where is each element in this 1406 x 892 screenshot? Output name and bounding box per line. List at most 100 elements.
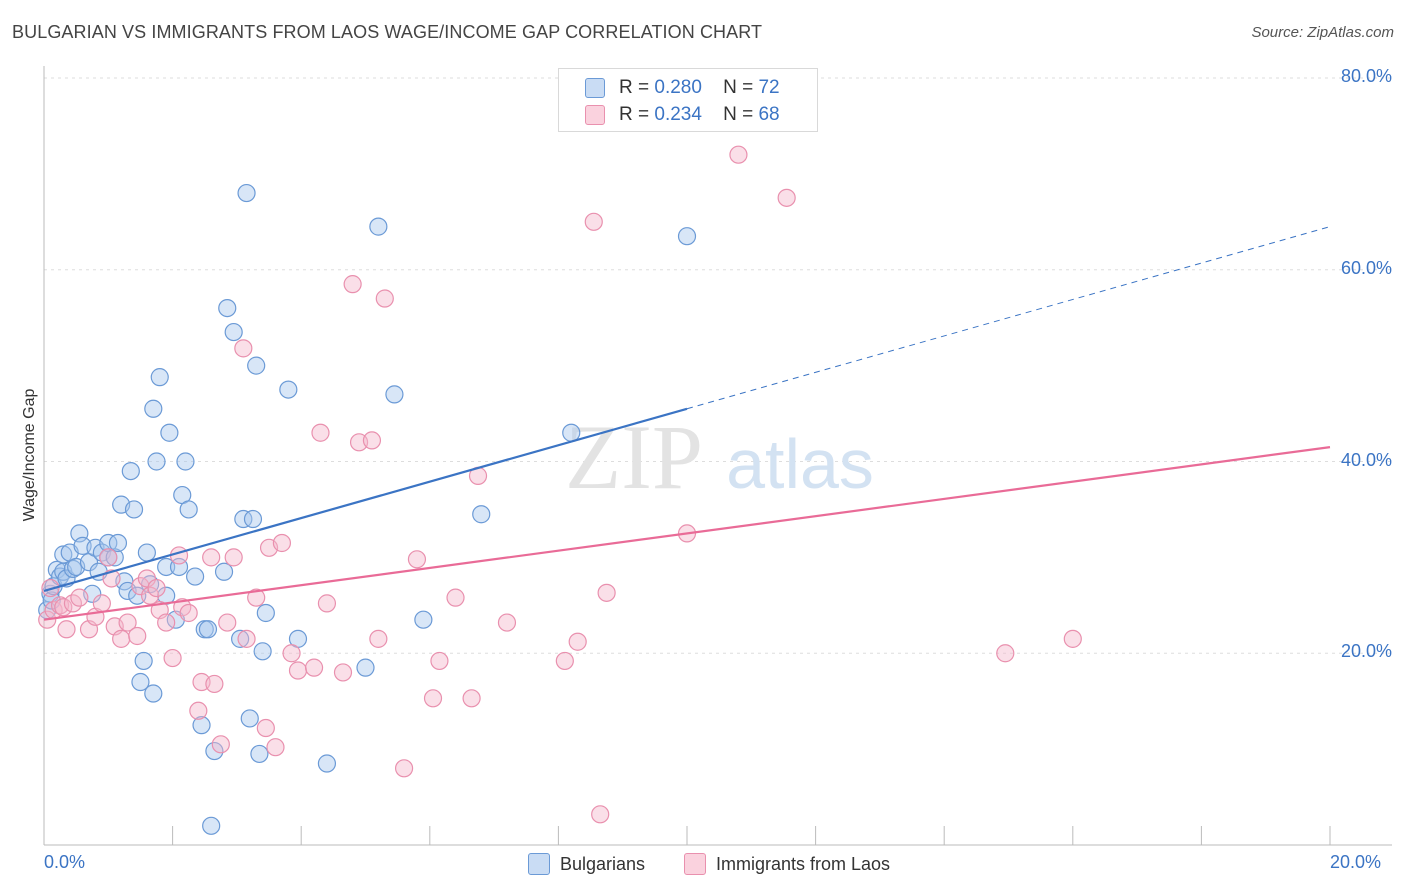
laos-point (288, 661, 308, 680)
bulgarians-point (128, 586, 147, 605)
bulgarians-point (243, 509, 263, 529)
source-label: Source: ZipAtlas.com (1251, 24, 1394, 41)
laos-point (54, 598, 73, 617)
y-tick-label: 40.0% (1340, 449, 1392, 470)
laos-point (333, 663, 353, 682)
laos-point (247, 588, 266, 607)
laos-point (256, 718, 275, 738)
bulgarians-point (414, 610, 433, 629)
laos-point (591, 805, 610, 824)
bulgarians-trend-extension (686, 226, 1331, 410)
bulgarians-point (250, 744, 269, 764)
laos-point (568, 632, 587, 651)
laos-point (57, 620, 76, 639)
laos-point (266, 738, 285, 757)
laos-point (311, 423, 330, 442)
bulgarians-point (214, 562, 234, 581)
bulgarians-point (160, 423, 179, 442)
laos-point (423, 689, 443, 708)
zipatlas-watermark: ZIP atlas (565, 406, 874, 508)
bulgarians-point (176, 452, 195, 471)
laos-point (462, 689, 481, 708)
stats-n-label: N = (723, 104, 754, 125)
laos-point (157, 613, 176, 632)
bulgarians-point (108, 533, 128, 553)
laos-point (137, 569, 156, 588)
laos-point (118, 613, 137, 632)
laos-point (1063, 629, 1082, 648)
y-tick-label: 60.0% (1340, 257, 1392, 278)
bulgarians-point (198, 620, 218, 639)
bulgarians-point (121, 461, 140, 481)
watermark-atlas: atlas (726, 425, 874, 503)
laos-point (189, 701, 208, 720)
watermark-zip: ZIP (565, 406, 703, 508)
bulgarians-point (472, 505, 491, 524)
bulgarians-point (147, 452, 166, 471)
bulgarians-point (247, 356, 266, 375)
legend-label-laos: Immigrants from Laos (716, 854, 891, 874)
y-tick-label: 20.0% (1340, 641, 1392, 662)
stats-n-value-bulgarians: 72 (758, 77, 780, 98)
bulgarians-point (150, 368, 169, 387)
stats-n-label: N = (723, 77, 754, 98)
legend-swatch-laos (684, 853, 706, 875)
laos-point (128, 626, 147, 646)
bulgarians-point (205, 741, 224, 761)
stats-r-value-bulgarians: 0.280 (654, 77, 702, 98)
laos-point (218, 613, 237, 632)
laos-point (362, 431, 382, 450)
x-tick-max: 20.0% (1330, 852, 1382, 872)
laos-point (497, 613, 517, 632)
bulgarians-point (63, 559, 83, 578)
laos-point (584, 212, 603, 231)
stats-swatch-bulgarians (585, 78, 605, 98)
laos-point (147, 578, 166, 598)
bulgarians-point (237, 183, 256, 203)
bulgarians-point (677, 227, 697, 246)
laos-point (102, 569, 121, 588)
laos-point (205, 674, 224, 694)
laos-point (202, 548, 221, 567)
bulgarians-point (385, 385, 404, 404)
bulgarians-point (234, 509, 253, 529)
bulgarians-point (369, 217, 388, 236)
laos-point (430, 651, 449, 671)
laos-point (407, 550, 427, 569)
legend-swatch-bulgarians (528, 853, 550, 875)
bulgarians-point (144, 684, 163, 703)
laos-point (343, 275, 362, 294)
bulgarians-point (356, 658, 375, 677)
bulgarians-point (231, 629, 250, 648)
bulgarians-point (179, 500, 198, 519)
y-tick-label: 80.0% (1340, 66, 1392, 86)
bulgarians-point (218, 299, 237, 318)
bulgarians-point (317, 754, 337, 773)
laos-point (597, 583, 616, 602)
laos-point (304, 658, 324, 677)
bulgarians-point (186, 567, 205, 586)
laos-point (729, 145, 748, 164)
laos-point (99, 548, 118, 567)
laos-point (375, 289, 394, 308)
laos-point (777, 188, 796, 207)
bulgarians-point (131, 672, 150, 692)
laos-point (996, 644, 1015, 663)
legend-label-bulgarians: Bulgarians (560, 854, 646, 874)
laos-point (211, 735, 230, 754)
laos-point (394, 759, 414, 778)
laos-point (92, 594, 111, 613)
laos-point (70, 588, 89, 607)
stats-box: R = 0.280 N = 72 R = 0.234 N = 68 (558, 68, 818, 132)
laos-trend-line (43, 446, 1331, 621)
laos-point (224, 548, 243, 567)
bulgarians-point (157, 557, 176, 577)
bulgarians-point (192, 716, 211, 735)
stats-r-label: R = (619, 104, 650, 125)
bulgarians-point (562, 423, 581, 442)
chart-title: BULGARIAN VS IMMIGRANTS FROM LAOS WAGE/I… (12, 22, 763, 42)
bulgarians-point (256, 603, 275, 623)
bulgarians-point (240, 709, 259, 728)
stats-r-label: R = (619, 77, 650, 98)
